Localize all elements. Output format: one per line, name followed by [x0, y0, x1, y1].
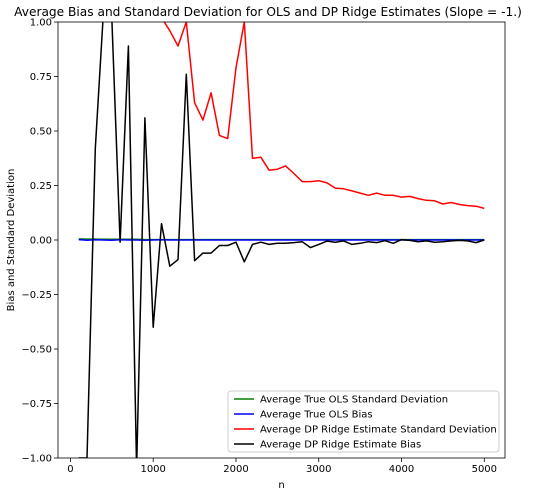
legend-label: Average DP Ridge Estimate Bias [260, 440, 421, 451]
x-tick-label: 4000 [389, 464, 414, 475]
y-tick-label: −0.50 [21, 345, 52, 356]
plot-frame [57, 21, 506, 459]
legend-label: Average True OLS Standard Deviation [260, 395, 448, 406]
legend: Average True OLS Standard Deviation Avera… [227, 390, 500, 453]
legend-label: Average DP Ridge Estimate Standard Devia… [260, 425, 497, 436]
y-tick-label: 1.00 [30, 18, 52, 29]
y-axis-label: Bias and Standard Deviation [6, 169, 17, 312]
x-tick-label: 5000 [472, 464, 497, 475]
axis-ticks: 0 1000 2000 3000 4000 5000 −1.00 −0.75 −0.50 −0.2… [21, 18, 497, 476]
chart-title: Average Bias and Standard Deviation for … [14, 5, 522, 19]
series-line-average-true-ols-bias [78, 238, 485, 241]
y-tick-label: 0.75 [30, 72, 52, 83]
y-tick-label: 0.00 [30, 236, 52, 247]
x-tick-label: 0 [67, 464, 73, 475]
series-line-average-dp-ridge-estimate-bias [78, 22, 485, 458]
y-tick-label: 0.50 [30, 127, 52, 138]
x-tick-label: 1000 [140, 464, 165, 475]
legend-box [227, 390, 500, 453]
x-tick-label: 2000 [223, 464, 248, 475]
series-line-average-dp-ridge-estimate-standard-deviation [163, 22, 485, 210]
legend-label: Average True OLS Bias [260, 410, 373, 421]
y-tick-label: 0.25 [30, 181, 52, 192]
x-axis-label: n [278, 480, 284, 491]
y-tick-label: −0.75 [21, 399, 52, 410]
y-tick-label: −1.00 [21, 454, 52, 465]
y-tick-label: −0.25 [21, 290, 52, 301]
plot-lines [78, 22, 485, 458]
x-tick-label: 3000 [306, 464, 331, 475]
